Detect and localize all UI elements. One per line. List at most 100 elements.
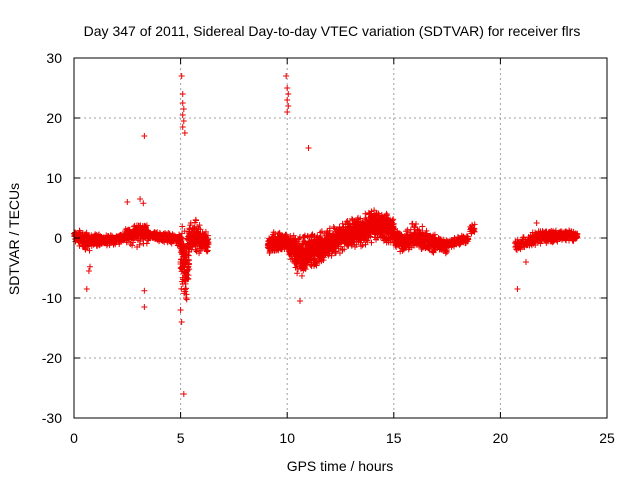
x-tick-labels: 0 5 10 15 20 25	[70, 430, 615, 446]
data-point	[364, 237, 371, 244]
data-point	[143, 222, 150, 229]
data-point	[283, 73, 290, 79]
y-tick-label: 20	[46, 110, 62, 126]
data-point	[143, 240, 150, 247]
data-point	[179, 100, 186, 106]
data-point	[313, 262, 320, 269]
data-point	[285, 91, 292, 97]
data-point	[179, 223, 186, 230]
data-point	[85, 268, 92, 274]
data-point	[124, 199, 131, 205]
data-point	[185, 272, 192, 279]
data-point	[407, 226, 414, 233]
data-point	[362, 241, 369, 248]
data-point	[137, 196, 144, 202]
data-point	[178, 319, 185, 325]
data-point	[312, 261, 319, 268]
data-point	[284, 97, 291, 103]
data-point	[197, 226, 204, 233]
data-point	[294, 270, 301, 277]
data-point	[341, 246, 348, 253]
x-tick-label: 5	[177, 430, 185, 446]
y-axis-label: SDTVAR / TECUs	[6, 183, 22, 295]
data-point	[185, 260, 192, 267]
data-point	[86, 247, 93, 254]
data-point	[371, 207, 378, 214]
data-point	[390, 225, 397, 232]
data-point	[336, 250, 343, 257]
data-point	[201, 232, 208, 239]
data-point	[326, 227, 333, 234]
data-point	[284, 109, 291, 115]
data-point	[522, 259, 529, 265]
data-point	[183, 296, 190, 303]
y-tick-label: 0	[54, 230, 62, 246]
data-point	[181, 130, 188, 136]
data-point	[339, 220, 346, 227]
data-point	[413, 220, 420, 227]
x-tick-label: 25	[599, 430, 615, 446]
data-point	[140, 200, 147, 207]
data-point	[204, 247, 211, 254]
data-point	[182, 294, 189, 301]
data-point	[304, 233, 311, 240]
data-point	[368, 239, 375, 246]
data-point	[431, 231, 438, 238]
y-tick-label: -10	[42, 290, 62, 306]
data-point	[471, 228, 478, 235]
data-point	[574, 231, 581, 238]
axis-ticks	[73, 57, 608, 419]
x-tick-label: 15	[386, 430, 402, 446]
data-point	[192, 217, 199, 224]
data-point	[180, 118, 187, 124]
y-tick-labels: -30 -20 -10 0 10 20 30	[42, 50, 62, 426]
data-point	[368, 208, 375, 215]
data-point	[296, 298, 303, 304]
data-point	[374, 234, 381, 241]
data-point	[141, 133, 148, 139]
x-tick-label: 10	[279, 430, 295, 446]
data-point	[389, 217, 396, 224]
data-point	[180, 106, 187, 112]
data-point	[123, 239, 130, 246]
y-tick-label: -30	[42, 410, 62, 426]
x-axis-label: GPS time / hours	[287, 458, 394, 474]
data-point	[320, 254, 327, 261]
y-tick-label: 10	[46, 170, 62, 186]
data-point	[301, 232, 308, 239]
data-point	[179, 124, 186, 130]
data-point	[196, 222, 203, 229]
data-point	[353, 241, 360, 248]
data-point	[141, 304, 148, 310]
data-point	[333, 248, 340, 255]
data-point	[179, 112, 186, 118]
data-point	[419, 229, 426, 236]
data-point	[348, 242, 355, 249]
data-point	[359, 242, 366, 249]
data-point	[180, 391, 187, 397]
chart-title: Day 347 of 2011, Sidereal Day-to-day VTE…	[84, 23, 581, 39]
data-point	[179, 91, 186, 97]
x-tick-label: 0	[70, 430, 78, 446]
data-point	[183, 285, 190, 292]
data-point	[442, 247, 449, 254]
data-point	[141, 287, 148, 294]
data-point	[554, 238, 561, 245]
data-point	[298, 272, 305, 279]
data-point	[399, 247, 406, 254]
data-point	[129, 242, 136, 249]
data-point	[284, 85, 291, 91]
data-point	[317, 229, 324, 236]
data-point	[302, 266, 309, 273]
data-point	[187, 220, 194, 227]
data-point	[285, 103, 292, 109]
data-point	[514, 286, 521, 292]
data-point	[83, 286, 90, 292]
data-points	[71, 73, 581, 397]
data-point	[465, 235, 472, 242]
data-point	[355, 218, 362, 225]
data-point	[82, 246, 89, 253]
data-point	[205, 241, 212, 248]
data-point	[357, 215, 364, 222]
